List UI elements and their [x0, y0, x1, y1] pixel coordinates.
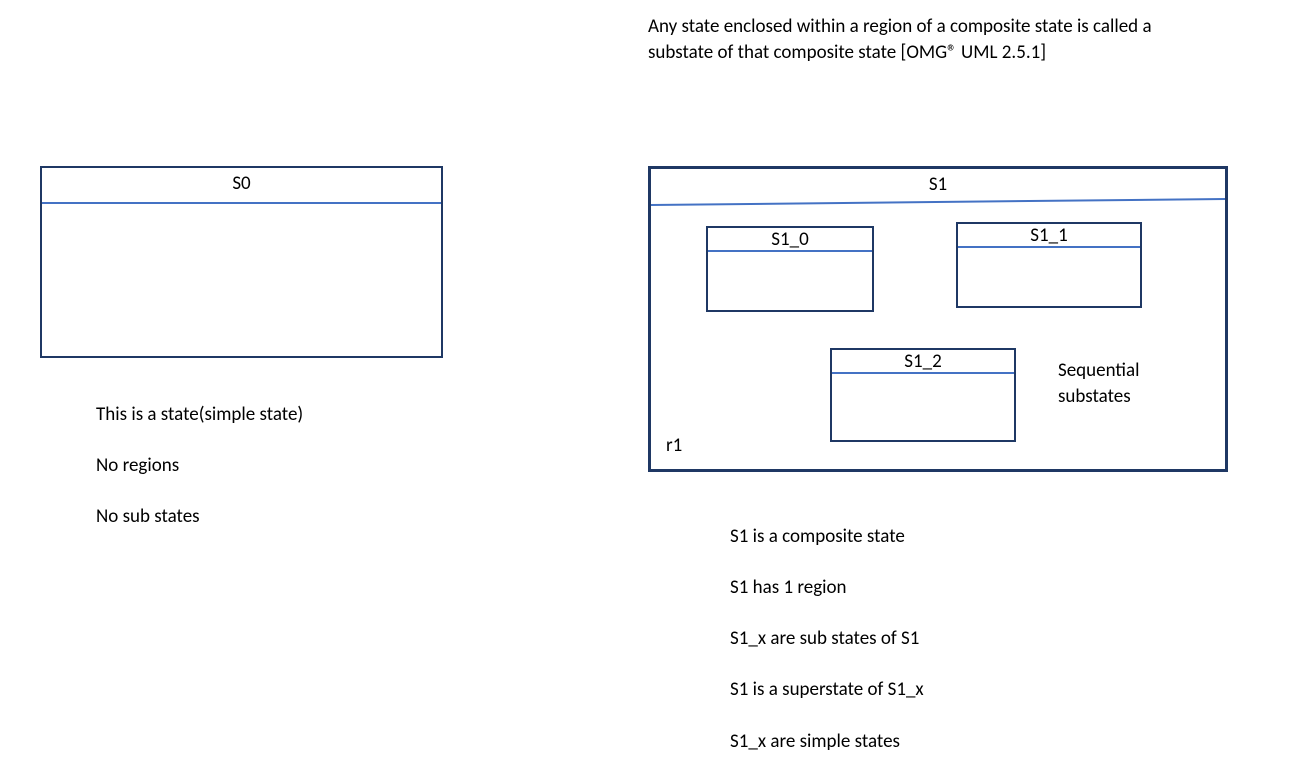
- right-caption-line: S1 is a composite state: [730, 524, 1150, 550]
- diagram-canvas: Any state enclosed within a region of a …: [0, 0, 1293, 686]
- state-s0-title: S0: [42, 172, 441, 195]
- state-s1-0-divider: [708, 250, 872, 252]
- state-s0: S0: [40, 166, 443, 358]
- region-label: r1: [666, 434, 682, 457]
- state-s1-2-divider: [832, 372, 1014, 374]
- state-s1-1: S1_1: [956, 222, 1142, 308]
- state-s0-divider: [42, 202, 441, 204]
- top-description: Any state enclosed within a region of a …: [648, 14, 1168, 65]
- state-s1-0: S1_0: [706, 226, 874, 312]
- left-caption-line: No sub states: [96, 504, 456, 530]
- left-caption: This is a state(simple state) No regions…: [96, 376, 456, 555]
- right-caption: S1 is a composite state S1 has 1 region …: [730, 498, 1150, 780]
- state-s1-1-divider: [958, 246, 1140, 248]
- sequential-substates-label: Sequential substates: [1058, 358, 1218, 409]
- right-caption-line: S1 has 1 region: [730, 575, 1150, 601]
- state-s1-1-title: S1_1: [958, 224, 1140, 247]
- left-caption-line: This is a state(simple state): [96, 402, 456, 428]
- right-caption-line: S1_x are simple states: [730, 729, 1150, 755]
- state-s1-2: S1_2: [830, 348, 1016, 442]
- state-s1-2-title: S1_2: [832, 350, 1014, 373]
- left-caption-line: No regions: [96, 453, 456, 479]
- right-caption-line: S1_x are sub states of S1: [730, 626, 1150, 652]
- state-s1-divider: [651, 169, 1225, 209]
- right-caption-line: S1 is a superstate of S1_x: [730, 677, 1150, 703]
- state-s1-0-title: S1_0: [708, 228, 872, 251]
